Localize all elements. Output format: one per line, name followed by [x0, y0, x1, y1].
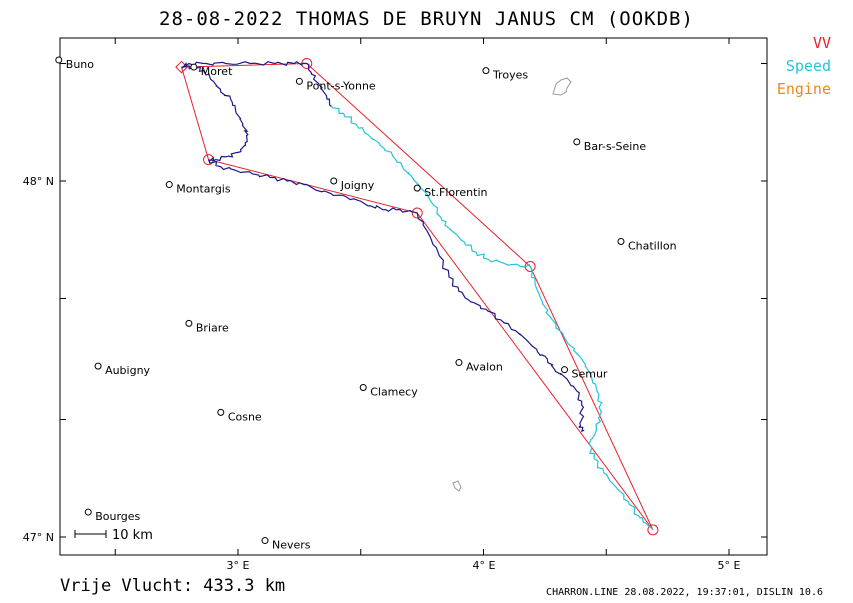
lon-label-3e: 3° E: [227, 559, 250, 572]
lake-icon: [552, 77, 572, 96]
town-label: St.Florentin: [424, 186, 487, 199]
map-ticks: [60, 38, 767, 555]
town-marker: [573, 138, 581, 146]
map-frame: [59, 37, 768, 556]
town-label: Pont-s-Yonne: [306, 79, 376, 92]
town-marker: [55, 56, 63, 64]
town-label: Joigny: [340, 179, 375, 192]
lon-label-5e: 5° E: [718, 559, 741, 572]
town-label: Nevers: [272, 539, 311, 552]
legend-vv: VV: [812, 34, 831, 52]
town-marker: [617, 238, 625, 246]
lat-label-47n: 47° N: [23, 531, 54, 544]
town-marker: [261, 537, 269, 545]
flight-title: 28-08-2022 THOMAS DE BRUYN JANUS CM (OOK…: [159, 8, 694, 30]
lake-shapes: [452, 77, 572, 492]
town-label: Moret: [201, 65, 233, 78]
town-marker: [455, 359, 463, 367]
town-label: Semur: [572, 368, 608, 381]
town-marker: [330, 177, 338, 185]
flight-track: [181, 61, 654, 531]
town-marker: [359, 383, 367, 391]
legend-speed: Speed: [785, 57, 831, 75]
town-label: Avalon: [466, 361, 503, 374]
lon-label-4e: 4° E: [473, 559, 496, 572]
track-speed-segment: [330, 105, 654, 531]
town-marker: [94, 362, 102, 370]
town-marker: [190, 63, 198, 71]
scale-bar: 10 km: [74, 528, 153, 543]
town-marker: [84, 508, 92, 516]
town-label: Buno: [66, 58, 94, 71]
town-label: Aubigny: [105, 364, 150, 377]
lat-label-48n: 48° N: [23, 175, 54, 188]
legend-engine: Engine: [776, 80, 831, 98]
town-marker: [217, 408, 225, 416]
town-label: Chatillon: [628, 240, 677, 253]
free-flight-distance: Vrije Vlucht: 433.3 km: [60, 576, 286, 596]
town-marker: [295, 77, 303, 85]
scale-bar-label: 10 km: [112, 528, 153, 543]
start-marker: [175, 60, 188, 74]
town-marker: [185, 319, 193, 327]
turnpoint-circle: [411, 207, 423, 219]
town-marker: [413, 184, 421, 192]
software-credit: CHARRON.LINE 28.08.2022, 19:37:01, DISLI…: [546, 587, 823, 598]
track-climb-segment: [181, 61, 585, 433]
task-route: [175, 58, 659, 536]
turnpoint-circle: [647, 524, 659, 536]
town-marker: [165, 181, 173, 189]
town-markers: Buno Moret Pont-s-Yonne Troyes Bar-s-Seine Mo…: [55, 56, 677, 552]
town-label: Briare: [196, 321, 229, 334]
task-route-line: [181, 63, 654, 531]
town-marker: [561, 366, 569, 374]
town-marker: [482, 67, 490, 75]
town-label: Clamecy: [370, 385, 418, 398]
town-label: Troyes: [492, 69, 528, 82]
town-label: Montargis: [176, 183, 231, 196]
lake-icon: [452, 480, 462, 492]
turnpoint-circle: [301, 58, 313, 70]
town-label: Bourges: [95, 510, 140, 523]
town-label: Cosne: [228, 410, 262, 423]
town-label: Bar-s-Seine: [584, 140, 647, 153]
